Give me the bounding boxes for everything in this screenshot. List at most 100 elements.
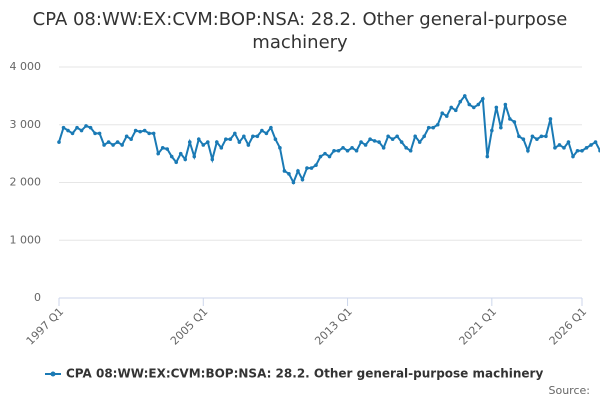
point: [566, 140, 571, 144]
point: [323, 151, 327, 156]
point: [66, 128, 70, 133]
point: [314, 163, 318, 167]
point: [508, 117, 512, 121]
point: [395, 134, 399, 139]
point: [336, 148, 341, 153]
point: [88, 125, 93, 130]
point: [449, 105, 454, 110]
point: [571, 154, 575, 159]
y-tick-label: 2 000: [10, 176, 42, 189]
point: [282, 169, 287, 173]
point: [97, 131, 102, 136]
point: [426, 125, 431, 130]
point: [521, 137, 526, 141]
point: [368, 137, 372, 141]
point: [359, 140, 363, 144]
point: [341, 146, 345, 150]
point: [327, 154, 332, 159]
point: [260, 128, 264, 133]
point: [517, 134, 521, 139]
point: [106, 140, 111, 144]
point: [278, 146, 282, 150]
point: [309, 166, 314, 170]
point: [485, 154, 490, 159]
y-tick-label: 3 000: [10, 118, 42, 131]
point: [138, 129, 142, 134]
point: [413, 134, 417, 139]
point: [544, 134, 548, 139]
line: [58, 94, 600, 185]
point: [75, 125, 79, 130]
point: [476, 102, 481, 107]
point: [390, 137, 395, 141]
point: [246, 143, 251, 147]
point: [494, 105, 499, 110]
x-tick-label: 2026 Q1: [547, 305, 590, 348]
point: [228, 137, 233, 141]
point: [408, 148, 413, 153]
point: [345, 148, 350, 153]
y-tick-label: 4 000: [10, 60, 42, 73]
point: [233, 131, 237, 136]
point: [318, 154, 323, 159]
point: [503, 102, 508, 107]
point: [381, 146, 386, 150]
point: [273, 137, 278, 141]
legend-label: CPA 08:WW:EX:CVM:BOP:NSA: 28.2. Other ge…: [66, 367, 543, 381]
point: [210, 157, 215, 162]
point: [255, 134, 260, 139]
point: [169, 154, 174, 159]
point: [84, 124, 88, 128]
point: [287, 172, 291, 176]
point: [458, 99, 463, 104]
chart-title: CPA 08:WW:EX:CVM:BOP:NSA: 28.2. Other ge…: [32, 9, 568, 53]
point: [115, 140, 120, 144]
point: [79, 128, 84, 133]
point: [539, 134, 544, 139]
point: [160, 146, 165, 150]
point: [124, 134, 129, 139]
x-tick-label: 2013 Q1: [312, 305, 355, 348]
point: [499, 125, 503, 130]
y-tick-label: 0: [34, 291, 41, 304]
y-tick-label: 1 000: [10, 233, 42, 246]
point: [111, 143, 115, 147]
point: [422, 134, 426, 139]
point: [291, 180, 296, 185]
point: [133, 128, 138, 133]
x-tick-label: 2021 Q1: [457, 305, 500, 348]
point: [142, 128, 147, 133]
point: [156, 151, 160, 156]
point: [399, 140, 404, 144]
point: [251, 134, 255, 139]
point: [589, 143, 593, 147]
point: [435, 122, 440, 127]
legend-marker: [50, 371, 56, 377]
point: [264, 131, 269, 136]
point: [183, 157, 188, 162]
point: [593, 140, 598, 144]
point: [201, 143, 206, 147]
point: [535, 137, 539, 141]
point: [467, 102, 472, 107]
point: [372, 139, 377, 143]
point: [404, 146, 408, 150]
point: [269, 125, 273, 130]
point: [530, 134, 535, 139]
point: [178, 151, 183, 156]
source: Source:: [549, 384, 591, 397]
point: [562, 146, 566, 150]
point: [174, 160, 179, 165]
point: [580, 148, 584, 153]
point: [61, 125, 66, 130]
point: [129, 137, 133, 141]
point: [584, 146, 589, 150]
point: [557, 143, 562, 147]
point: [165, 147, 170, 151]
point: [354, 148, 359, 153]
point: [512, 120, 517, 124]
point: [151, 131, 156, 136]
point: [147, 131, 151, 136]
point: [296, 169, 300, 173]
x-tick-label: 1997 Q1: [24, 305, 67, 348]
